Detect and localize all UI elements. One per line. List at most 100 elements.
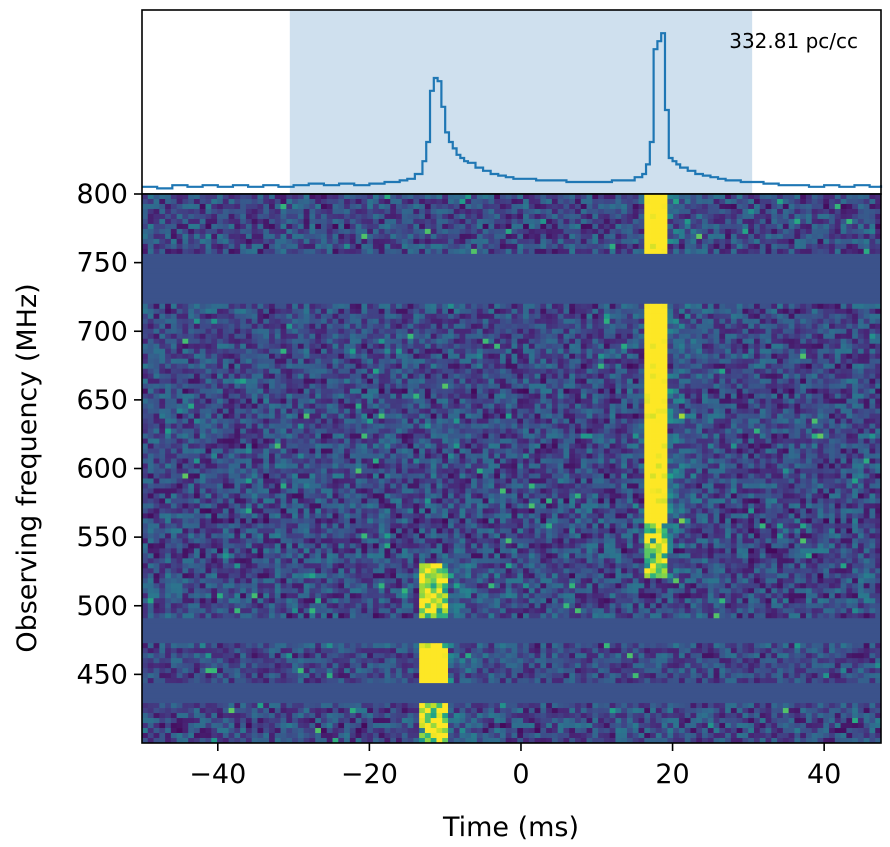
heatmap-cell <box>465 213 472 220</box>
heatmap-cell <box>551 318 559 325</box>
heatmap-cell <box>546 213 553 220</box>
heatmap-cell <box>205 408 212 414</box>
heatmap-cell <box>482 243 489 250</box>
heatmap-cell <box>182 433 189 439</box>
heatmap-cell <box>407 323 414 330</box>
heatmap-cell <box>280 338 287 345</box>
heatmap-cell <box>505 308 512 315</box>
heatmap-cell <box>442 228 449 235</box>
heatmap-cell <box>396 233 403 240</box>
heatmap-cell <box>436 218 443 225</box>
heatmap-cell <box>447 194 455 200</box>
heatmap-cell <box>488 218 495 225</box>
heatmap-cell <box>569 358 576 365</box>
heatmap-cell <box>476 238 484 245</box>
heatmap-cell <box>228 303 235 310</box>
heatmap-cell <box>436 403 443 410</box>
heatmap-cell <box>598 403 605 410</box>
heatmap-cell <box>407 194 414 200</box>
heatmap-cell <box>280 433 287 439</box>
heatmap-cell <box>707 308 714 315</box>
heatmap-cell <box>332 233 339 240</box>
heatmap-cell <box>609 318 616 325</box>
heatmap-cell <box>661 368 668 375</box>
heatmap-cell <box>251 413 258 419</box>
heatmap-cell <box>292 223 299 230</box>
heatmap-cell <box>378 243 385 250</box>
heatmap-cell <box>407 423 414 429</box>
heatmap-cell <box>719 223 726 230</box>
heatmap-cell <box>245 223 253 230</box>
heatmap-cell <box>684 388 691 395</box>
heatmap-cell <box>401 383 408 390</box>
heatmap-cell <box>211 238 218 245</box>
heatmap-cell <box>396 198 403 205</box>
heatmap-cell <box>621 353 628 360</box>
heatmap-cell <box>447 308 455 315</box>
heatmap-cell <box>523 348 530 355</box>
heatmap-cell <box>857 383 865 390</box>
heatmap-cell <box>407 373 414 380</box>
heatmap-cell <box>667 243 674 250</box>
heatmap-cell <box>794 223 801 230</box>
heatmap-cell <box>505 383 512 390</box>
heatmap-cell <box>245 378 253 385</box>
heatmap-cell <box>609 343 616 350</box>
heatmap-cell <box>684 328 691 335</box>
heatmap-cell <box>650 198 657 205</box>
heatmap-cell <box>384 233 391 240</box>
heatmap-cell <box>499 428 507 434</box>
heatmap-cell <box>355 333 362 340</box>
heatmap-cell <box>569 343 576 350</box>
heatmap-cell <box>852 358 859 365</box>
heatmap-cell <box>292 194 299 200</box>
heatmap-cell <box>263 328 270 335</box>
heatmap-cell <box>748 338 755 345</box>
heatmap-cell <box>748 403 755 410</box>
heatmap-cell <box>234 373 241 380</box>
heatmap-cell <box>442 303 449 310</box>
heatmap-cell <box>846 428 853 434</box>
heatmap-cell <box>794 413 801 419</box>
heatmap-cell <box>603 393 611 400</box>
heatmap-cell <box>159 368 166 375</box>
heatmap-cell <box>875 303 882 310</box>
heatmap-cell <box>528 368 535 375</box>
heatmap-cell <box>748 418 755 424</box>
heatmap-cell <box>147 198 154 205</box>
heatmap-cell <box>805 388 813 395</box>
heatmap-cell <box>459 238 466 245</box>
heatmap-cell <box>690 223 697 230</box>
heatmap-cell <box>626 403 634 410</box>
heatmap-cell <box>742 333 749 340</box>
heatmap-cell <box>730 408 738 414</box>
heatmap-cell <box>765 368 772 375</box>
heatmap-cell <box>829 338 836 345</box>
heatmap-cell <box>575 363 582 370</box>
heatmap-cell <box>765 248 772 255</box>
heatmap-cell <box>188 418 195 424</box>
heatmap-cell <box>459 383 466 390</box>
heatmap-cell <box>777 318 784 325</box>
heatmap-cell <box>297 338 305 345</box>
heatmap-cell <box>609 323 616 330</box>
heatmap-cell <box>338 383 345 390</box>
heatmap-cell <box>678 393 686 400</box>
heatmap-cell <box>424 433 432 439</box>
heatmap-cell <box>817 228 824 235</box>
heatmap-cell <box>609 333 616 340</box>
heatmap-cell <box>390 338 397 345</box>
heatmap-cell <box>742 378 749 385</box>
heatmap-cell <box>193 388 201 395</box>
heatmap-cell <box>286 378 293 385</box>
heatmap-cell <box>661 194 668 200</box>
heatmap-cell <box>228 323 235 330</box>
heatmap-cell <box>263 398 270 405</box>
heatmap-cell <box>147 248 154 255</box>
heatmap-cell <box>384 218 391 225</box>
heatmap-cell <box>834 358 841 365</box>
heatmap-cell <box>413 328 420 335</box>
heatmap-cell <box>753 213 761 220</box>
heatmap-cell <box>829 208 836 215</box>
heatmap-cell <box>442 368 449 375</box>
